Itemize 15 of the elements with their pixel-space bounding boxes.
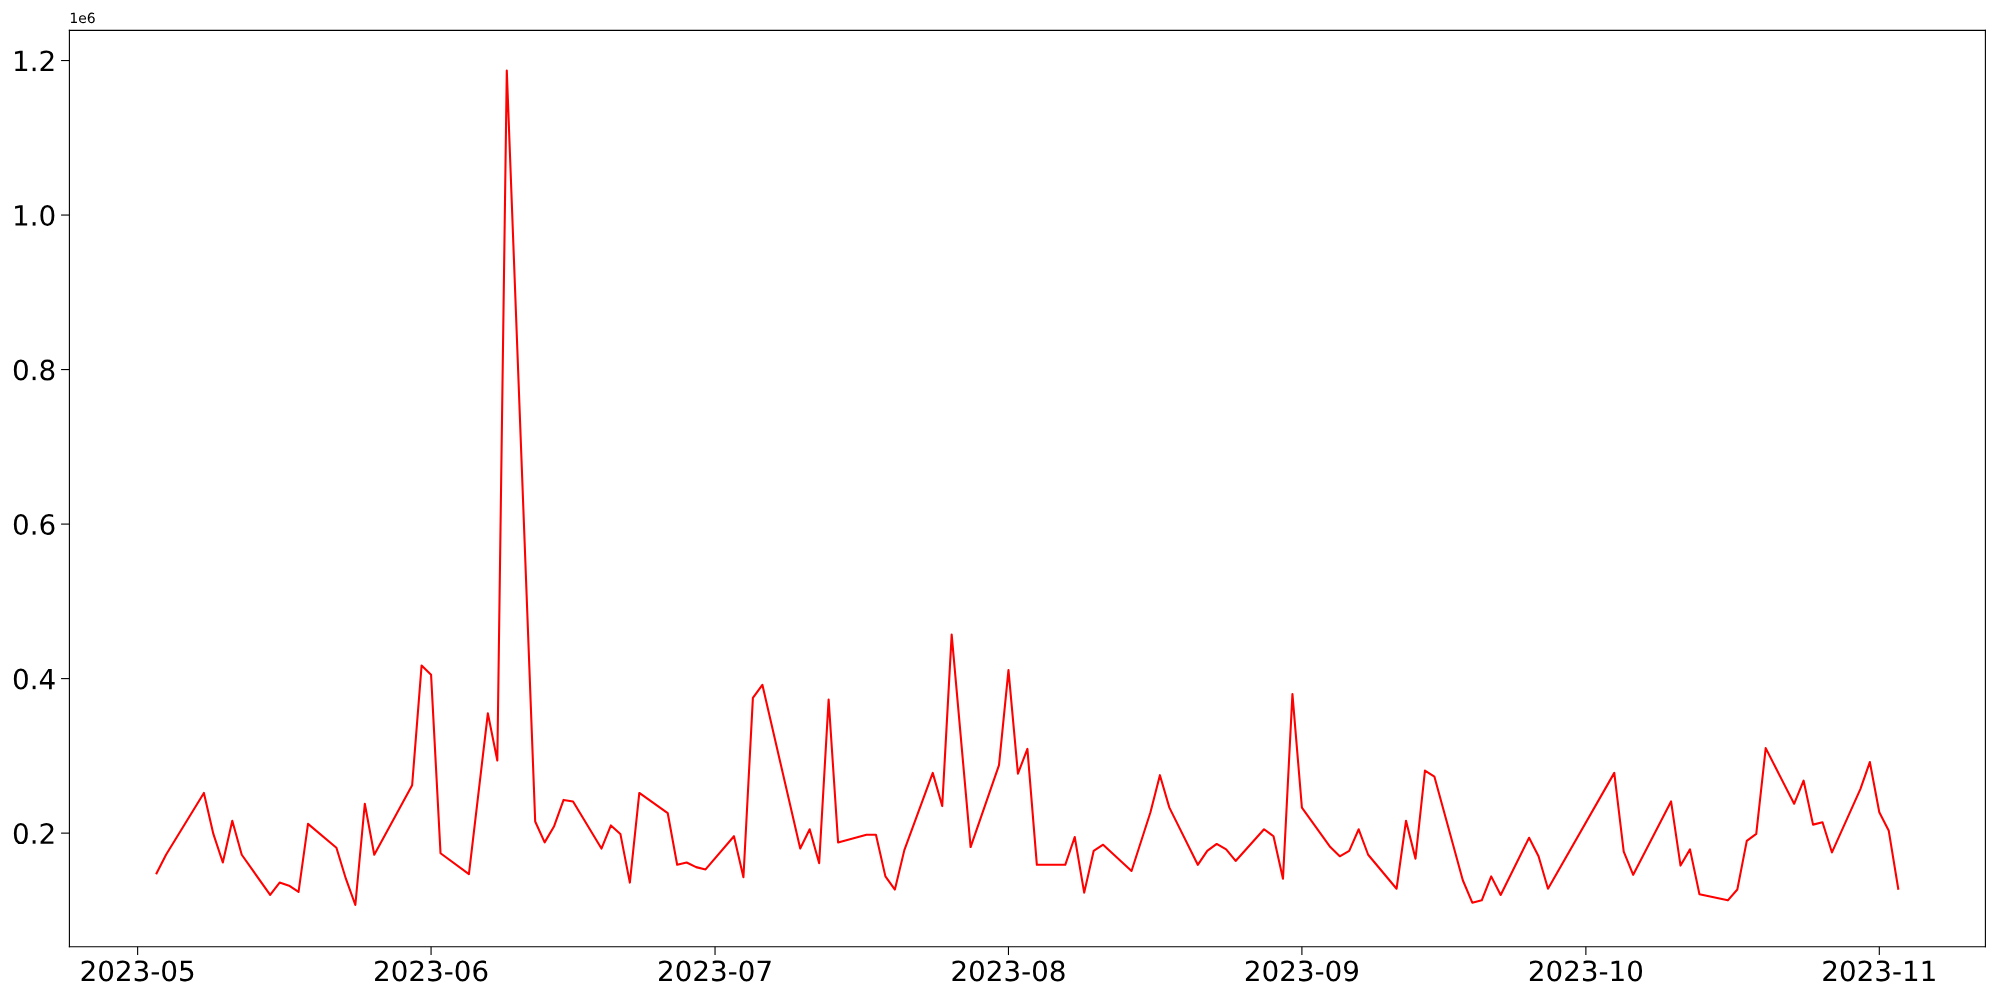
text: 1e6 — [70, 12, 95, 24]
y-tick-label: 1.0 — [15, 204, 55, 226]
x-tick-label: 2023-10 — [1529, 960, 1643, 982]
y-tick-label: 0.8 — [13, 359, 55, 381]
y-tick-label: 0.2 — [13, 823, 54, 845]
x-tick-label: 2023-05 — [81, 960, 194, 982]
x-tick-label: 2023-08 — [952, 960, 1065, 982]
y-tick-label: 0.4 — [13, 668, 55, 690]
x-tick-label: 2023-07 — [659, 960, 771, 982]
y-tick-label: 0.6 — [13, 514, 55, 536]
x-tick-label: 2023-06 — [375, 960, 488, 982]
line-series — [155, 69, 1900, 907]
x-tick-label: 2023-09 — [1245, 960, 1358, 982]
y-tick-label: 1.2 — [15, 50, 54, 72]
x-tick-label: 2023-11 — [1823, 960, 1935, 982]
